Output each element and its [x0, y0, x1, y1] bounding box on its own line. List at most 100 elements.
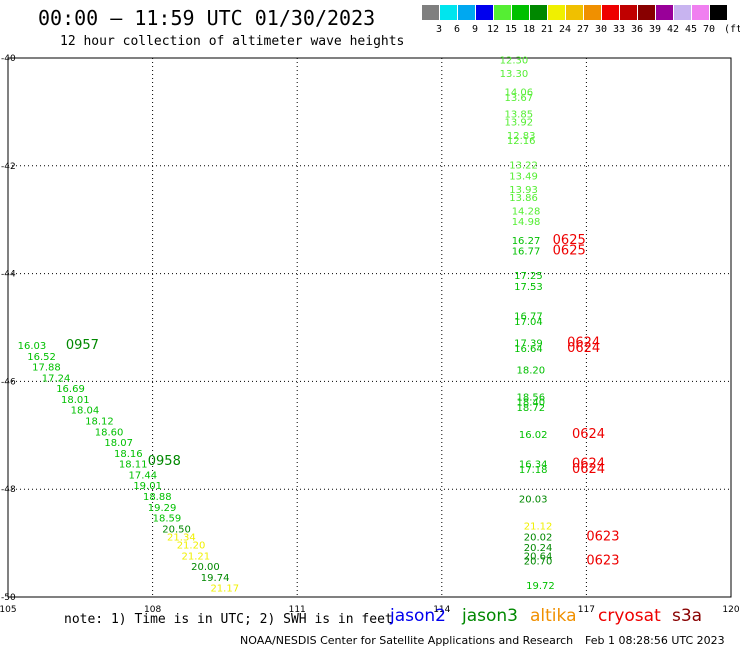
legend-swatch: [674, 5, 691, 20]
legend-label: 39: [648, 24, 662, 35]
wave-height-reading: 14.28: [512, 206, 541, 217]
pass-time-label: 0624: [572, 462, 605, 477]
legend-swatch: [422, 5, 439, 20]
wave-height-reading: 18.01: [61, 395, 90, 406]
pass-time-label: 0623: [586, 529, 619, 544]
legend-label: 21: [540, 24, 554, 35]
lat-tick-label: -48: [1, 485, 16, 495]
legend-swatch: [476, 5, 493, 20]
wave-height-reading: 18.07: [104, 438, 133, 449]
lon-tick-label: 117: [578, 605, 595, 615]
lon-tick-label: 108: [144, 605, 161, 615]
pass-time-label: 0625: [553, 233, 586, 248]
wave-height-reading: 14.06: [504, 88, 533, 99]
lat-tick-label: -40: [1, 54, 16, 64]
wave-height-reading: 12.30: [500, 55, 529, 66]
wave-height-reading: 13.30: [500, 69, 529, 80]
wave-height-reading: 17.25: [514, 271, 543, 282]
lon-tick-label: 105: [0, 605, 17, 615]
legend-label: 9: [471, 24, 479, 35]
lon-tick-label: 120: [722, 605, 739, 615]
wave-height-reading: 21.12: [524, 522, 553, 533]
legend-label: 15: [504, 24, 518, 35]
wave-height-reading: 16.64: [514, 344, 543, 355]
legend-label: 18: [522, 24, 536, 35]
wave-height-reading: 13.86: [509, 193, 538, 204]
legend-swatch: [692, 5, 709, 20]
pass-time-label: 0624: [567, 335, 600, 350]
map-frame: [7, 57, 732, 598]
wave-height-reading: 17.53: [514, 282, 543, 293]
lat-tick-label: -44: [1, 270, 16, 280]
legend-swatch: [584, 5, 601, 20]
legend-label: 45: [684, 24, 698, 35]
generated-timestamp: Feb 1 08:28:56 UTC 2023: [585, 634, 725, 647]
lat-tick-label: -50: [1, 593, 16, 603]
wave-height-reading: 13.93: [509, 185, 538, 196]
wave-height-reading: 18.60: [95, 427, 124, 438]
wave-height-reading: 17.04: [514, 317, 543, 328]
wave-height-reading: 18.72: [517, 403, 546, 414]
legend-label: 42: [666, 24, 680, 35]
lon-tick-label: 111: [289, 605, 306, 615]
wave-height-reading: 17.18: [519, 465, 548, 476]
footer-note: note: 1) Time is in UTC; 2) SWH is in fe…: [64, 612, 393, 627]
wave-height-reading: 17.24: [42, 373, 71, 384]
legend-label: 27: [576, 24, 590, 35]
wave-height-reading: 20.02: [524, 532, 553, 543]
wave-height-reading: 16.77: [514, 311, 543, 322]
wave-height-reading: 18.59: [153, 514, 182, 525]
legend-swatch: [548, 5, 565, 20]
wave-height-reading: 20.00: [191, 562, 220, 573]
wave-height-reading: 13.67: [504, 93, 533, 104]
wave-height-reading: 13.85: [504, 109, 533, 120]
legend-swatch: [638, 5, 655, 20]
wave-height-reading: 13.22: [509, 160, 538, 171]
wave-height-reading: 21.21: [182, 551, 211, 562]
legend-swatch: [458, 5, 475, 20]
wave-height-reading: 16.34: [519, 460, 548, 471]
wave-height-reading: 20.03: [519, 495, 548, 506]
satellite-label-altika: altika: [530, 606, 577, 626]
satellite-label-jason3: jason3: [462, 606, 518, 626]
wave-height-reading: 20.24: [524, 543, 553, 554]
legend-label: 36: [630, 24, 644, 35]
legend-label: 12: [486, 24, 500, 35]
wave-height-reading: 16.77: [512, 247, 541, 258]
legend-swatch: [656, 5, 673, 20]
legend-label: 70: [702, 24, 716, 35]
pass-time-label: 0958: [148, 454, 181, 469]
legend-swatch: [440, 5, 457, 20]
wave-height-reading: 12.16: [507, 136, 536, 147]
wave-height-reading: 20.70: [524, 557, 553, 568]
wave-height-reading: 20.50: [162, 524, 191, 535]
credit-text: NOAA/NESDIS Center for Satellite Applica…: [240, 634, 574, 647]
legend-label: 3: [435, 24, 443, 35]
page-subtitle: 12 hour collection of altimeter wave hei…: [60, 34, 405, 49]
wave-height-reading: 21.17: [210, 584, 239, 595]
wave-height-reading: 12.83: [507, 131, 536, 142]
satellite-label-s3a: s3a: [672, 606, 703, 626]
wave-height-reading: 18.88: [143, 492, 172, 503]
legend-swatch: [494, 5, 511, 20]
wave-height-reading: 16.27: [512, 236, 541, 247]
legend-swatch: [620, 5, 637, 20]
page-title: 00:00 – 11:59 UTC 01/30/2023: [38, 6, 376, 30]
wave-height-reading: 18.16: [114, 449, 143, 460]
lat-tick-label: -42: [1, 162, 16, 172]
wave-height-reading: 17.88: [32, 363, 61, 374]
wave-height-reading: 13.92: [504, 117, 533, 128]
wave-height-reading: 13.49: [509, 171, 538, 182]
wave-height-reading: 14.98: [512, 217, 541, 228]
wave-height-reading: 19.74: [201, 573, 230, 584]
legend-label: 6: [453, 24, 461, 35]
wave-height-reading: 18.04: [71, 406, 100, 417]
wave-height-reading: 18.12: [85, 417, 114, 428]
lat-tick-label: -46: [1, 377, 16, 387]
pass-time-label: 0624: [572, 457, 605, 472]
wave-height-reading: 19.29: [148, 503, 177, 514]
wave-height-reading: 21.34: [167, 532, 196, 543]
wave-height-reading: 18.20: [517, 365, 546, 376]
legend-swatch: [710, 5, 727, 20]
wave-height-reading: 18.11: [119, 460, 148, 471]
